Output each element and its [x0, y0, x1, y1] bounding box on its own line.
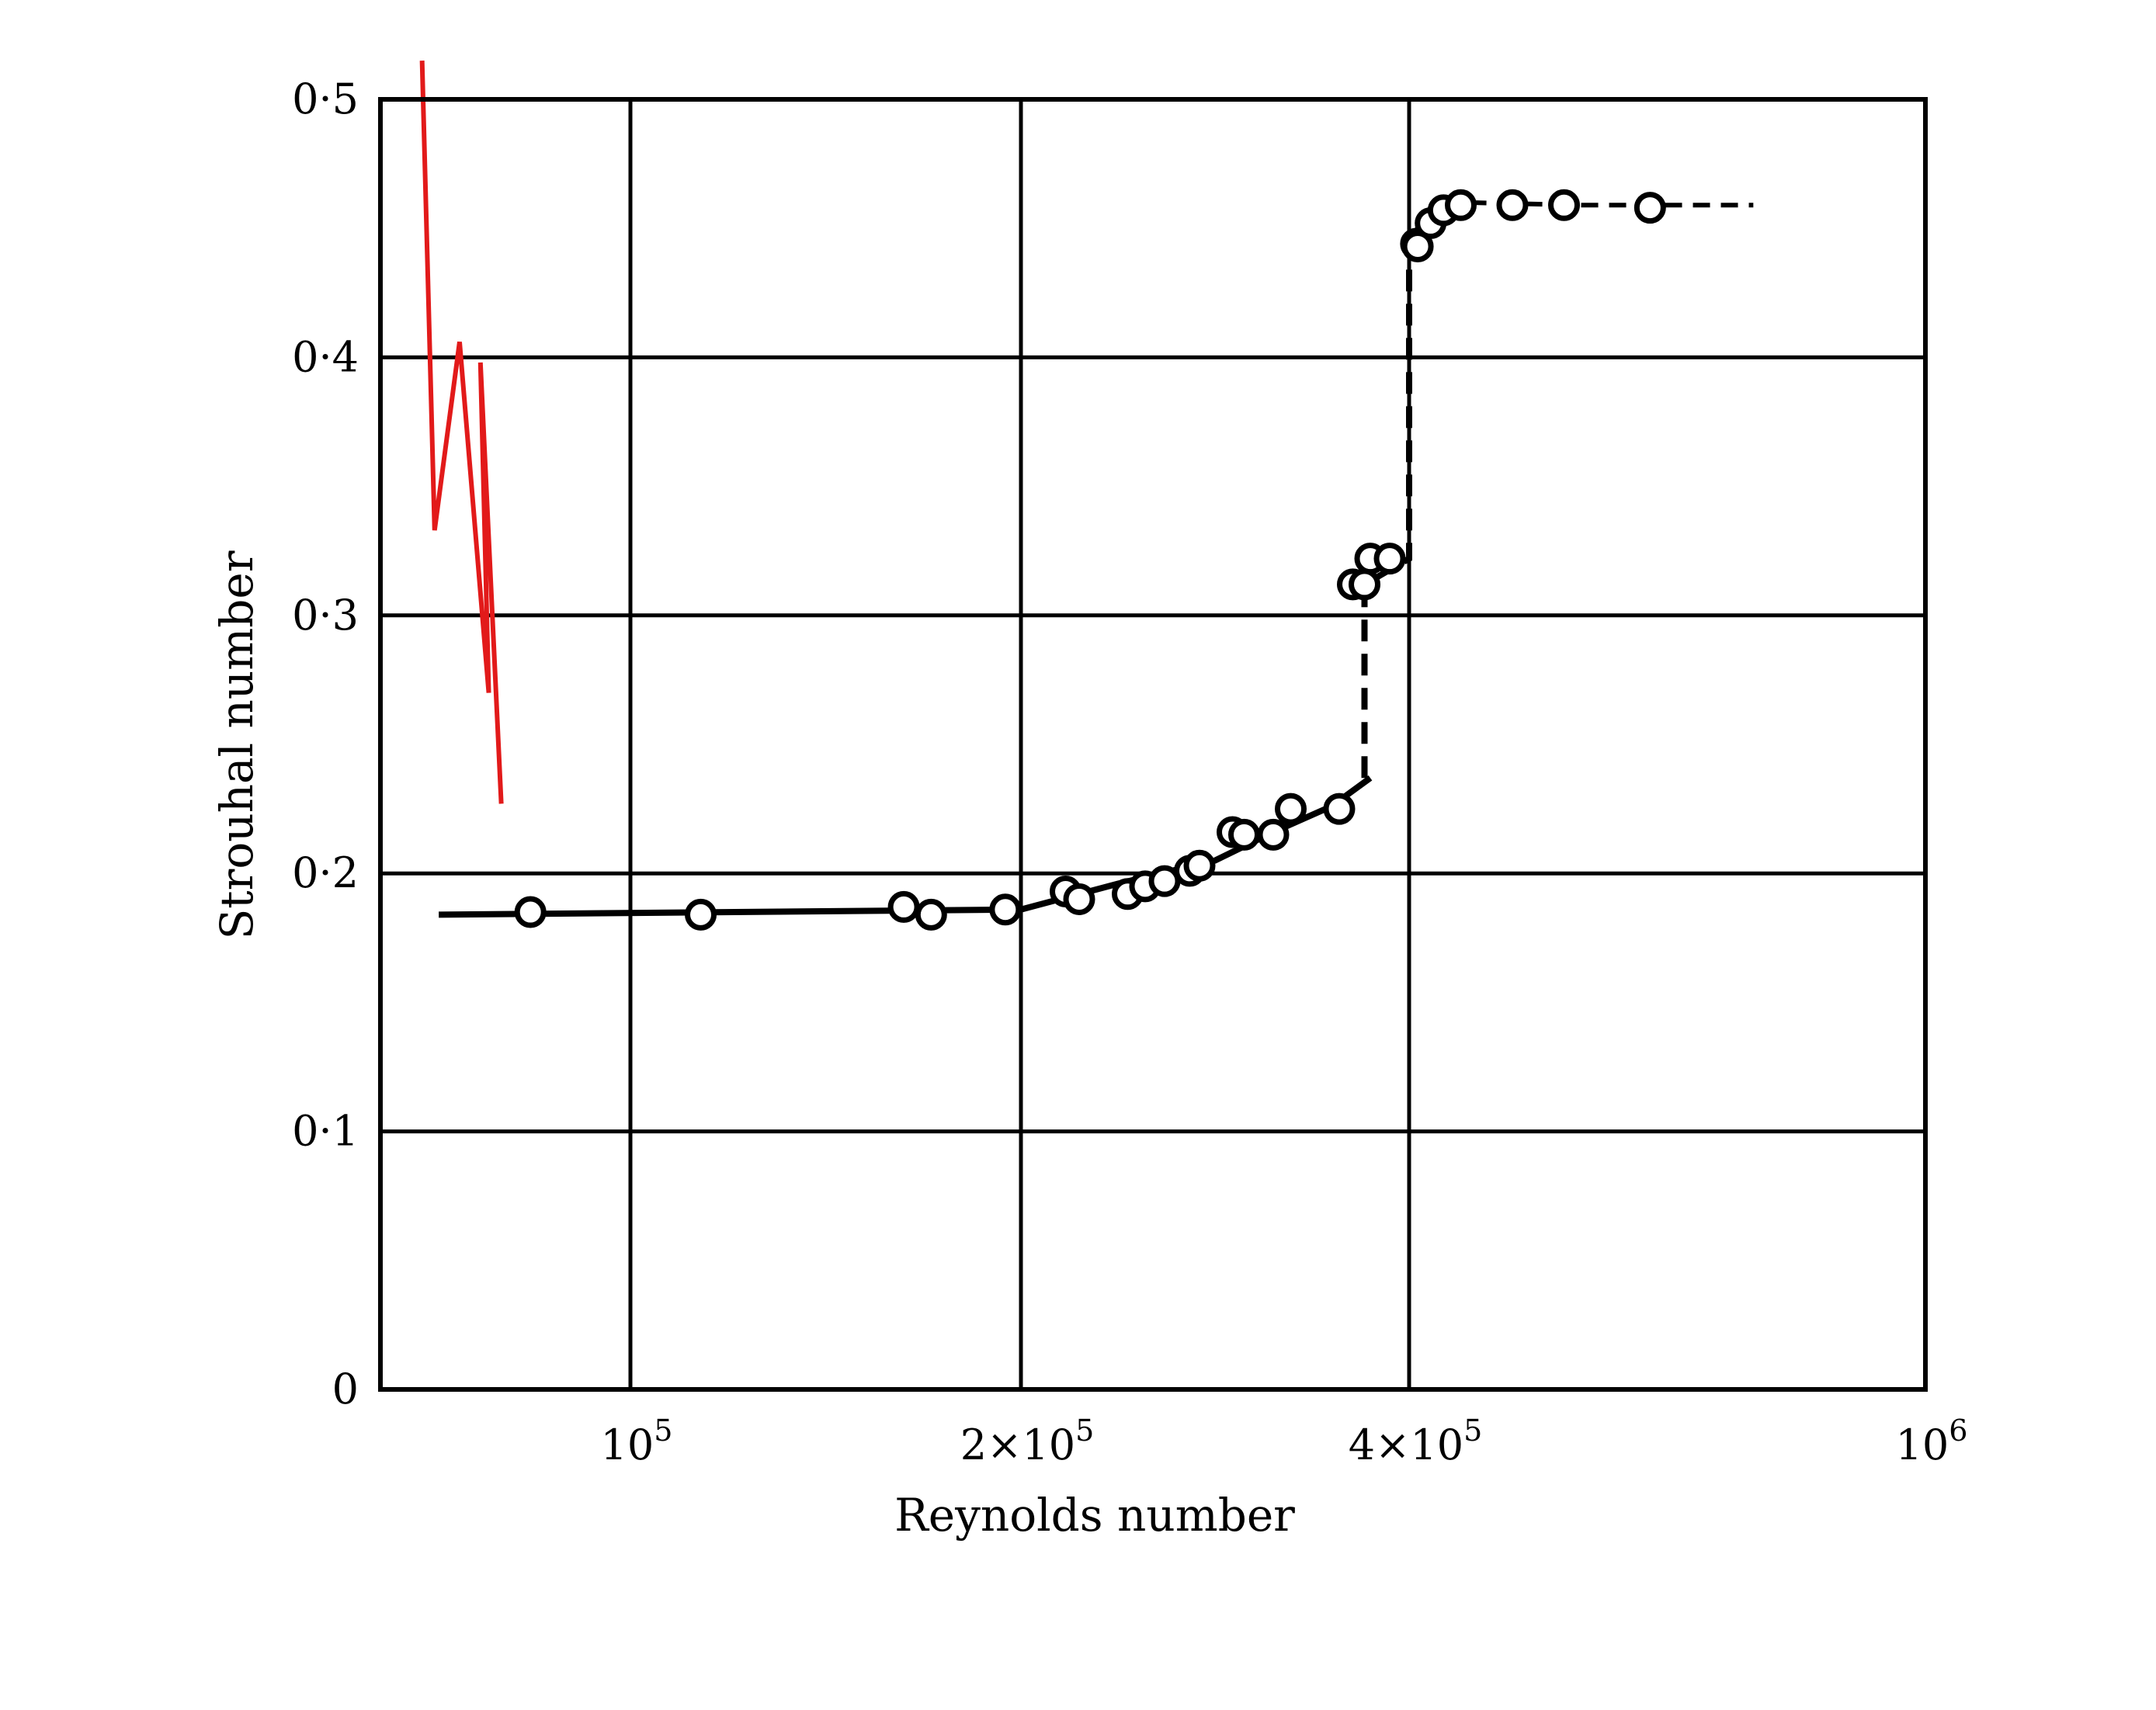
data-point-9	[1148, 865, 1181, 897]
data-point-25	[1445, 189, 1477, 221]
y-tick-label-3: 0·3	[292, 591, 359, 640]
y-tick-label-4: 0·4	[292, 332, 359, 381]
x-tick-label-0: 105	[601, 1413, 673, 1469]
y-tick-label-2: 0·2	[292, 848, 359, 897]
y-tick-label-0: 0	[332, 1365, 359, 1413]
data-point-1	[685, 898, 717, 931]
x-axis-title: Reynolds number	[894, 1489, 1295, 1542]
series-lines	[419, 61, 1754, 918]
y-tick-label-5: 0·5	[292, 75, 359, 123]
data-point-20	[1373, 543, 1406, 575]
x-tick-label-2: 4×105	[1349, 1413, 1483, 1469]
data-point-22	[1401, 230, 1434, 262]
data-point-4	[989, 893, 1022, 926]
x-tick-label-1: 2×105	[960, 1413, 1095, 1469]
data-point-14	[1257, 818, 1290, 851]
data-point-19	[1349, 568, 1380, 601]
data-point-26	[1496, 189, 1529, 221]
data-point-3	[915, 898, 947, 931]
grid	[380, 99, 1925, 1389]
y-axis-title: Strouhal number	[210, 550, 263, 939]
y-tick-label-1: 0·1	[292, 1107, 359, 1156]
x-tick-label-3: 106	[1896, 1413, 1968, 1469]
data-markers	[514, 189, 1666, 931]
data-point-28	[1633, 192, 1666, 224]
data-point-13	[1228, 818, 1260, 851]
data-point-2	[887, 890, 920, 923]
series-line-2	[1361, 244, 1412, 779]
data-point-27	[1548, 189, 1580, 221]
data-point-6	[1063, 883, 1095, 915]
plot-frame	[378, 97, 1928, 1392]
data-point-11	[1183, 849, 1216, 882]
series-line-4	[419, 61, 504, 804]
data-point-16	[1323, 793, 1356, 825]
data-point-15	[1275, 793, 1307, 825]
data-point-0	[514, 896, 547, 928]
tick-labels: 0 0·1 0·2 0·3 0·4 0·5 105 2×105 4×105 106	[292, 75, 1967, 1469]
